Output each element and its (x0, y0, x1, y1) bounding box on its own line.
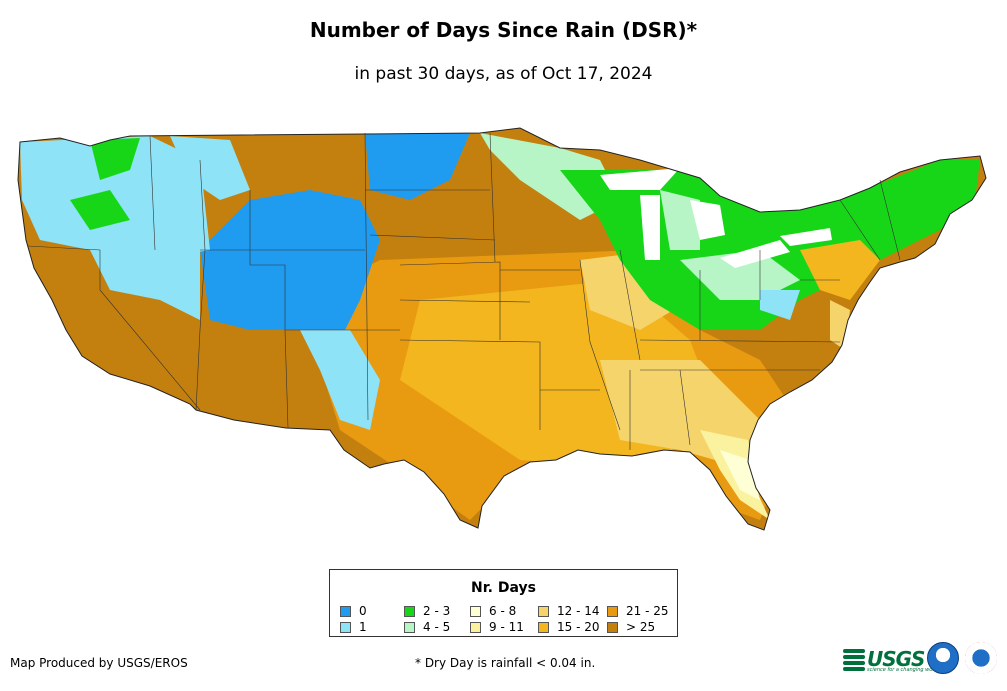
usgs-tagline: science for a changing world (867, 667, 939, 673)
legend-item: 1 (340, 620, 367, 634)
legend-item: 4 - 5 (404, 620, 450, 634)
usgs-logo: USGS (843, 644, 925, 674)
nws-logo-icon (965, 642, 997, 674)
map-title: Number of Days Since Rain (DSR)* (309, 18, 698, 42)
legend-label: 0 (359, 604, 367, 618)
legend-label: > 25 (626, 620, 656, 634)
legend-swatch (470, 606, 481, 617)
legend-swatch (340, 622, 351, 633)
legend-swatch (470, 622, 481, 633)
legend-item: > 25 (607, 620, 655, 634)
legend-label: 9 - 11 (489, 620, 524, 634)
us-dsr-map (17, 127, 987, 531)
map-subtitle: in past 30 days, as of Oct 17, 2024 (354, 64, 653, 84)
legend-label: 6 - 8 (489, 604, 517, 618)
legend-item: 9 - 11 (470, 620, 524, 634)
legend-item: 6 - 8 (470, 604, 516, 618)
legend-title: Nr. Days (471, 580, 536, 596)
dry-day-footnote: * Dry Day is rainfall < 0.04 in. (415, 656, 596, 670)
legend: Nr. Days 0 1 2 - 3 4 - 5 6 - 8 9 - 11 12… (329, 569, 678, 637)
legend-label: 1 (359, 620, 367, 634)
map-credit: Map Produced by USGS/EROS (10, 656, 188, 670)
legend-item: 2 - 3 (404, 604, 450, 618)
legend-swatch (538, 606, 549, 617)
legend-swatch (404, 606, 415, 617)
legend-swatch (538, 622, 549, 633)
legend-swatch (340, 606, 351, 617)
legend-label: 2 - 3 (423, 604, 451, 618)
legend-label: 12 - 14 (557, 604, 600, 618)
legend-item: 0 (340, 604, 367, 618)
agency-logos: USGS science for a changing world (843, 640, 1003, 678)
legend-label: 15 - 20 (557, 620, 600, 634)
legend-swatch (404, 622, 415, 633)
legend-swatch (607, 622, 618, 633)
legend-item: 15 - 20 (538, 620, 600, 634)
legend-item: 21 - 25 (607, 604, 669, 618)
state-boundaries (27, 132, 901, 450)
usgs-wordmark: USGS (867, 647, 925, 671)
legend-label: 21 - 25 (626, 604, 669, 618)
legend-swatch (607, 606, 618, 617)
legend-label: 4 - 5 (423, 620, 451, 634)
usgs-wave-icon (843, 646, 865, 672)
noaa-logo-icon (927, 642, 959, 674)
legend-item: 12 - 14 (538, 604, 600, 618)
